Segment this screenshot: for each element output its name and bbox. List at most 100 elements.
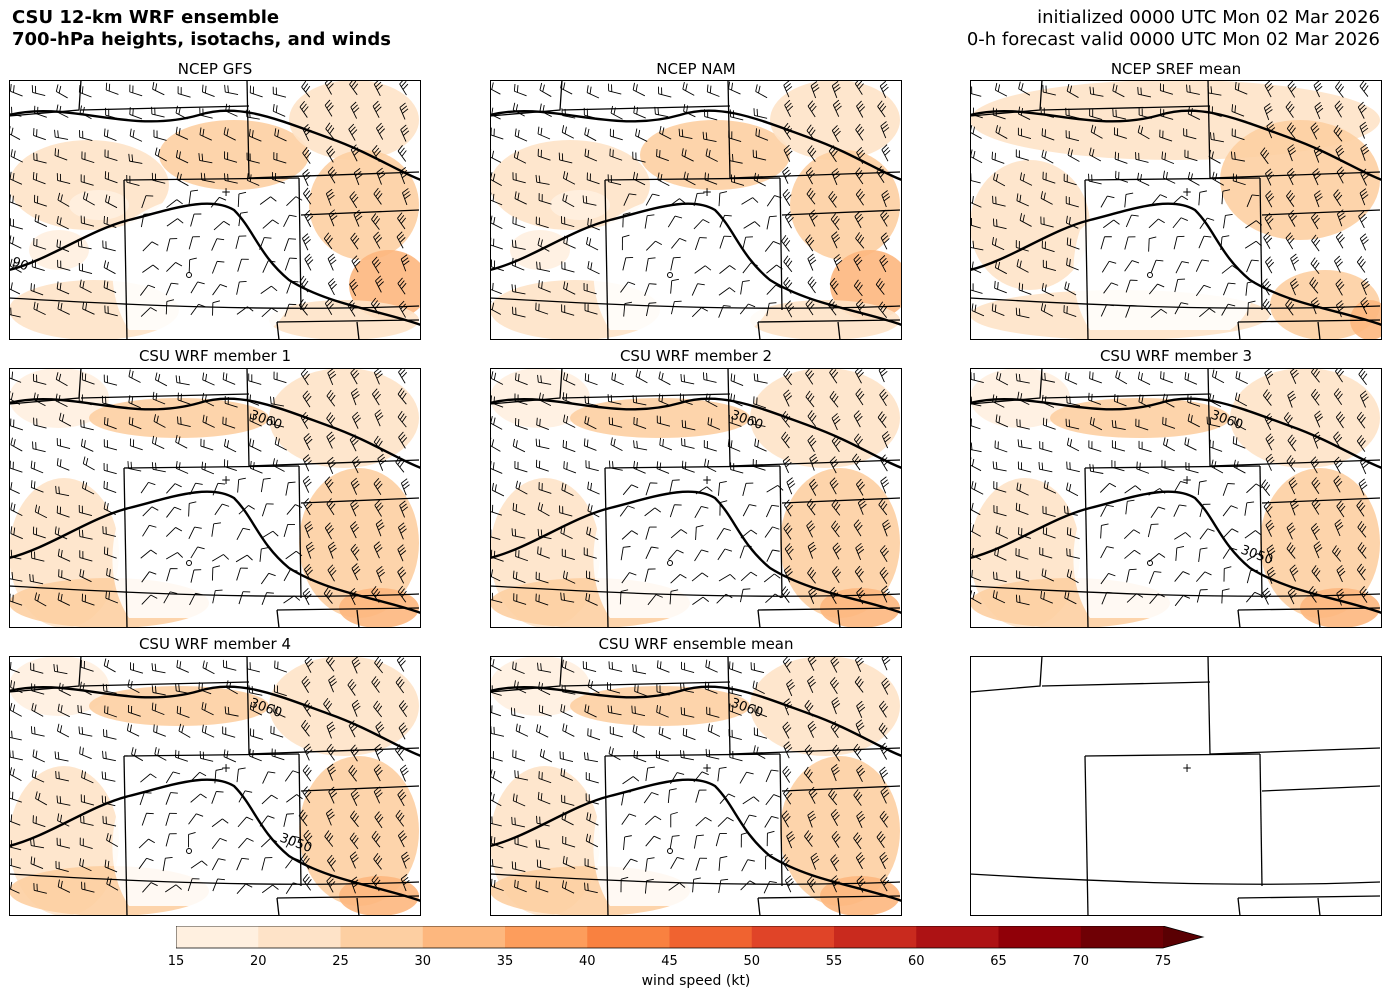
colorbar-segment xyxy=(176,926,259,948)
panel-frame xyxy=(9,80,421,340)
state-border xyxy=(80,681,250,687)
state-border xyxy=(757,607,901,611)
height-contour xyxy=(9,109,421,182)
colorbar-segment xyxy=(340,926,424,948)
isotach-shading xyxy=(299,756,419,906)
panel-title-member2: CSU WRF member 2 xyxy=(619,347,773,365)
calm-region xyxy=(593,194,779,330)
height-contour xyxy=(970,109,1382,182)
state-border xyxy=(757,319,901,323)
state-border xyxy=(300,209,420,216)
map-panel-member4: 3060 3050 + xyxy=(9,656,421,916)
state-border xyxy=(1259,177,1263,311)
state-border xyxy=(123,753,300,757)
state-border xyxy=(604,467,609,628)
state-border xyxy=(1261,209,1381,216)
panel-title-sref: NCEP SREF mean xyxy=(1110,60,1242,78)
panel-frame xyxy=(970,368,1382,628)
city-marker: + xyxy=(221,473,231,487)
state-border xyxy=(276,609,280,628)
map-panel-sref: + xyxy=(970,80,1382,340)
state-border xyxy=(490,368,563,405)
height-contour xyxy=(490,490,902,615)
isotach-shading xyxy=(770,80,900,160)
state-border xyxy=(1261,497,1381,504)
state-border xyxy=(246,368,250,467)
state-border xyxy=(276,319,420,323)
state-border xyxy=(276,897,280,916)
isotach-shading xyxy=(1220,120,1380,240)
state-border xyxy=(490,656,563,693)
isotach-shading xyxy=(750,656,900,756)
state-border xyxy=(1317,609,1321,628)
title-line-2: 700-hPa heights, isotachs, and winds xyxy=(12,29,391,50)
map-panel-nam: + xyxy=(490,80,902,340)
state-border xyxy=(246,656,250,755)
height-contour xyxy=(490,778,902,903)
state-border xyxy=(1207,656,1211,755)
colorbar-tick-label: 45 xyxy=(661,954,678,969)
isotach-shading xyxy=(9,140,169,230)
state-border xyxy=(490,80,563,117)
wind-barbs xyxy=(490,80,891,319)
calm-region xyxy=(112,482,298,618)
valid-time: 0-h forecast valid 0000 UTC Mon 02 Mar 2… xyxy=(966,29,1380,50)
state-border xyxy=(1084,179,1089,340)
isotach-shading xyxy=(89,398,269,438)
city-marker: + xyxy=(702,761,712,775)
state-border xyxy=(298,177,302,311)
height-contour xyxy=(9,685,421,758)
map-panel-member1: 3060 + xyxy=(9,368,421,628)
isotach-shading xyxy=(269,656,419,756)
forecast-time: initialized 0000 UTC Mon 02 Mar 2026 0-h… xyxy=(967,7,1380,51)
map-svg: + xyxy=(970,80,1382,340)
height-contour xyxy=(9,202,421,327)
station-marker xyxy=(667,560,673,566)
height-contour xyxy=(490,397,902,470)
map-svg: 3060+ xyxy=(9,368,421,628)
isotach-shading xyxy=(89,686,269,726)
state-border xyxy=(837,321,841,340)
state-border xyxy=(757,321,761,340)
wind-barbs xyxy=(970,80,1370,319)
state-border xyxy=(80,393,250,399)
state-border xyxy=(1259,465,1263,599)
state-border xyxy=(1209,459,1381,467)
state-border xyxy=(246,80,250,179)
colorbar-tick-label: 60 xyxy=(907,954,925,969)
state-border xyxy=(757,609,761,628)
state-border xyxy=(1207,80,1211,179)
colorbar-tick-label: 70 xyxy=(1072,954,1090,969)
state-border xyxy=(80,105,250,111)
state-border xyxy=(356,609,360,628)
isotach-shading xyxy=(970,160,1090,290)
colorbar-segment xyxy=(587,926,670,948)
wind-barbs xyxy=(970,368,1369,607)
station-marker xyxy=(186,560,192,566)
state-border xyxy=(837,609,841,628)
map-panel-gfs: 90 + xyxy=(9,80,421,340)
panel-title-member1: CSU WRF member 1 xyxy=(138,347,292,365)
panel-frame xyxy=(970,80,1382,340)
map-panel-member3: 3060 3050 + xyxy=(970,368,1382,628)
panel-title-nam: NCEP NAM xyxy=(656,60,736,78)
state-border xyxy=(248,459,420,467)
state-border xyxy=(9,80,82,117)
colorbar-tick-label: 35 xyxy=(496,954,514,969)
state-border xyxy=(9,656,82,693)
panel-title-member3: CSU WRF member 3 xyxy=(1099,347,1253,365)
state-border xyxy=(727,656,731,755)
colorbar-segment xyxy=(1080,926,1164,948)
state-border xyxy=(123,179,128,340)
colorbar-tick-label: 15 xyxy=(167,954,185,969)
state-border xyxy=(561,681,731,687)
title-line-1: CSU 12-km WRF ensemble xyxy=(12,7,280,28)
map-svg: 3060+ xyxy=(490,656,902,916)
state-border xyxy=(1317,321,1321,340)
calm-region xyxy=(593,770,779,906)
state-border xyxy=(970,656,1043,693)
state-border xyxy=(604,753,781,757)
state-border xyxy=(276,321,280,340)
station-marker xyxy=(1147,272,1153,278)
